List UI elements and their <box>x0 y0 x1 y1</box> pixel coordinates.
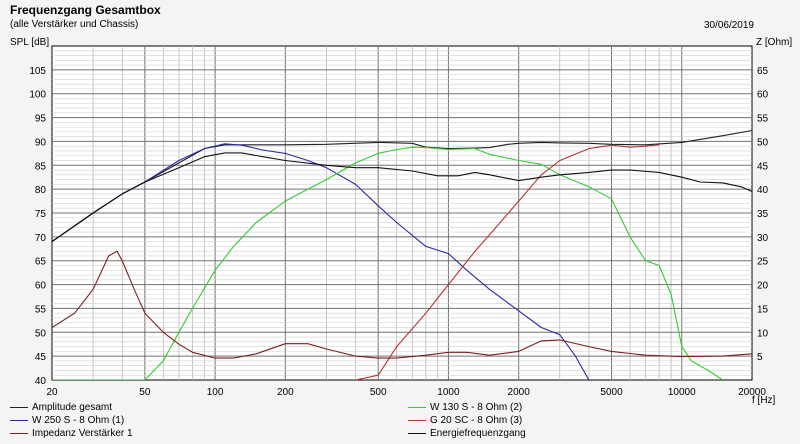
y-tick-label: 70 <box>35 233 47 244</box>
x-tick-label: 1000 <box>437 387 460 398</box>
y-tick-label: 65 <box>35 257 47 268</box>
y2-tick-label: 45 <box>757 161 769 172</box>
series-line-impedanz-verst-rker-1 <box>52 250 752 359</box>
series-line-g-20-sc-8-ohm-3 <box>355 144 660 380</box>
legend-label: W 130 S - 8 Ohm (2) <box>430 402 523 413</box>
y2-tick-label: 15 <box>757 304 769 315</box>
y-tick-label: 80 <box>35 185 47 196</box>
chart-title: Frequenzgang Gesamtbox <box>10 3 161 17</box>
y2-axis-label: Z [Ohm] <box>756 37 793 48</box>
y-tick-label: 45 <box>35 352 47 363</box>
y-tick-label: 100 <box>29 90 46 101</box>
y-axis-label: SPL [dB] <box>10 37 50 48</box>
tick-labels: 20 50 100 200 500 1000 2000 5000 10000 20000 40 45 5… <box>29 66 768 398</box>
legend-label: G 20 SC - 8 Ohm (3) <box>430 415 523 426</box>
y-tick-label: 75 <box>35 209 47 220</box>
x-tick-label: 5000 <box>600 387 623 398</box>
x-tick-label: 20 <box>46 387 58 398</box>
y-tick-label: 55 <box>35 304 47 315</box>
y2-tick-label: 10 <box>757 328 769 339</box>
x-tick-label: 100 <box>207 387 224 398</box>
legend-swatch <box>10 420 28 421</box>
y-tick-label: 85 <box>35 161 47 172</box>
legend-swatch <box>408 407 426 408</box>
y2-tick-label: 55 <box>757 114 769 125</box>
x-tick-label: 2000 <box>508 387 531 398</box>
chart-subtitle: (alle Verstärker und Chassis) <box>10 19 139 30</box>
x-tick-label: 20000 <box>738 387 766 398</box>
series-line-w-250-s-8-ohm-1 <box>52 143 590 380</box>
y2-tick-label: 30 <box>757 233 769 244</box>
y-tick-label: 105 <box>29 66 46 77</box>
legend-label: Impedanz Verstärker 1 <box>32 428 133 439</box>
series-line-amplitude-gesamt <box>52 129 752 243</box>
y2-tick-label: 60 <box>757 90 769 101</box>
y-tick-label: 60 <box>35 281 47 292</box>
x-axis-label: f [Hz] <box>752 395 776 406</box>
legend-label: Energiefrequenzgang <box>430 428 526 439</box>
chart-date: 30/06/2019 <box>703 20 754 31</box>
legend-swatch <box>10 433 28 434</box>
legend-swatch <box>408 433 426 434</box>
legend-swatch <box>10 407 28 408</box>
y2-tick-label: 25 <box>757 257 769 268</box>
x-tick-label: 200 <box>277 387 294 398</box>
x-tick-label: 10000 <box>668 387 696 398</box>
y-tick-label: 50 <box>35 328 47 339</box>
y2-tick-label: 5 <box>757 352 763 363</box>
series-line-w-130-s-8-ohm-2 <box>52 146 724 380</box>
series-lines <box>52 129 752 380</box>
y-tick-label: 90 <box>35 137 47 148</box>
y-tick-label: 95 <box>35 114 47 125</box>
y2-tick-label: 20 <box>757 281 769 292</box>
legend-label: W 250 S - 8 Ohm (1) <box>32 415 125 426</box>
y2-tick-label: 40 <box>757 185 769 196</box>
y2-tick-label: 35 <box>757 209 769 220</box>
legend-swatch <box>408 420 426 421</box>
x-tick-label: 50 <box>139 387 151 398</box>
y-tick-label: 40 <box>35 376 47 387</box>
y2-tick-label: 65 <box>757 66 769 77</box>
series-line-energiefrequenzgang <box>52 152 752 243</box>
x-tick-label: 500 <box>370 387 387 398</box>
legend-label: Amplitude gesamt <box>32 402 113 413</box>
y2-tick-label: 50 <box>757 137 769 148</box>
